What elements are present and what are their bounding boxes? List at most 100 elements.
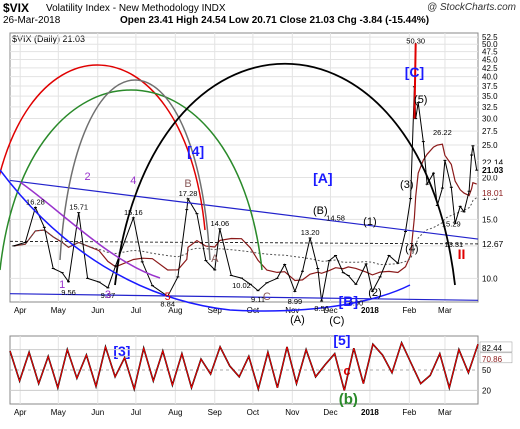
stockcharts-brand[interactable]: @ StockCharts.com	[426, 2, 516, 13]
x-tick-label: Jul	[131, 408, 141, 417]
red-cycle-arc	[0, 64, 206, 231]
price-value-label: 13.20	[301, 228, 320, 237]
y-tick-label: 30.0	[482, 115, 498, 124]
price-value-label: 15.29	[442, 220, 461, 229]
x-tick-label: Sep	[208, 306, 223, 315]
x-tick-label: Jun	[91, 408, 104, 417]
upper-trendline	[9, 179, 479, 240]
y-tick-label: 15.0	[482, 215, 498, 224]
wave-label: (1)	[363, 216, 376, 228]
indicator-tick-label: 70.86	[482, 355, 503, 364]
y-tick-label: 42.5	[482, 64, 498, 73]
y-tick-label: 45.0	[482, 56, 498, 65]
price-tag-label: 18.01	[482, 188, 504, 198]
price-tag-bg	[480, 156, 512, 168]
price-line	[13, 86, 478, 302]
y-tick-label: 32.5	[482, 103, 498, 112]
price-tag-bg	[480, 237, 512, 249]
y-tick-label: 47.5	[482, 48, 498, 57]
x-tick-label: Nov	[285, 408, 299, 417]
price-legend: $VIX (Daily) 21.03	[12, 34, 85, 44]
price-value-label: 15.71	[69, 203, 88, 212]
wave-label: [5]	[333, 332, 350, 348]
y-tick-label: 27.5	[482, 127, 498, 136]
x-tick-label: Aug	[168, 408, 182, 417]
index-name: Volatility Index - New Methodology INDX	[46, 3, 226, 14]
wave-label: (4)	[405, 243, 418, 255]
wave-label: (C)	[329, 315, 344, 327]
wave-label: (2)	[368, 287, 381, 299]
y-tick-label: 40.0	[482, 73, 498, 82]
x-tick-label: Oct	[247, 408, 260, 417]
price-value-label: 8.99	[288, 297, 303, 306]
x-tick-label: 2018	[361, 408, 379, 417]
price-value-label: 8.84	[160, 299, 175, 308]
ma50-line	[13, 143, 477, 282]
indicator-tick-label: 82.44	[482, 344, 503, 353]
indicator-line	[9, 341, 479, 391]
black-cycle-arc	[114, 62, 456, 286]
price-value-label: 9.11	[251, 295, 265, 304]
x-tick-label: Dec	[323, 306, 337, 315]
price-value-label: 50.30	[406, 36, 425, 45]
wave-label: (A)	[290, 314, 305, 326]
price-tag: 18.01	[480, 186, 512, 198]
wave-label: [B]	[339, 293, 358, 309]
x-tick-label: Jul	[131, 306, 141, 315]
price-value-label: 26.22	[433, 128, 452, 137]
x-tick-label: Jun	[91, 306, 104, 315]
x-tick-label: Mar	[438, 306, 452, 315]
quote-summary: Open 23.41 High 24.54 Low 20.71 Close 21…	[120, 15, 430, 26]
wave-label: (B)	[313, 205, 328, 217]
indicator-tick: 70.86	[479, 352, 513, 364]
x-tick-label: Feb	[402, 306, 416, 315]
x-tick-label: Aug	[168, 306, 182, 315]
price-value-label: 8.56	[314, 304, 329, 313]
price-tag: 12.67	[480, 237, 512, 249]
wave-label: 1	[59, 279, 65, 291]
y-tick-label: 10.0	[482, 274, 498, 283]
price-value-label: 17.28	[179, 189, 198, 198]
x-tick-label: May	[51, 306, 66, 315]
price-value-label: 8.90	[349, 298, 364, 307]
wave-label: [3]	[113, 343, 130, 359]
price-value-label: 15.16	[124, 208, 143, 217]
price-value-label: 14.06	[210, 219, 229, 228]
price-tag: 22.14	[480, 156, 512, 168]
y-tick-label: 50.0	[482, 40, 498, 49]
price-tag-label: 22.14	[482, 158, 504, 168]
indicator-tick: 20	[482, 386, 491, 395]
y-tick-label: 37.5	[482, 82, 498, 91]
x-tick-label: Mar	[438, 408, 452, 417]
price-value-label: 10.02	[232, 281, 251, 290]
wave-label: II	[458, 246, 466, 262]
purple-cycle-arc	[19, 181, 161, 279]
wave-label: [A]	[313, 170, 332, 186]
x-tick-label: Feb	[402, 408, 416, 417]
lower-trendline	[9, 293, 479, 301]
price-value-label: 9.56	[61, 288, 76, 297]
support-trendline	[9, 240, 479, 245]
x-tick-label: Sep	[208, 408, 223, 417]
price-value-label: 14.58	[326, 213, 345, 222]
blue-cycle-arc	[0, 169, 411, 312]
wave-label: 5	[165, 291, 171, 303]
x-tick-label: May	[51, 408, 66, 417]
indicator-tick: 82.44	[479, 341, 513, 353]
price-tag-bg	[480, 186, 512, 198]
y-tick-label: 20.0	[482, 174, 498, 183]
indicator-tick: 50	[482, 366, 491, 375]
y-tick-label: 52.5	[482, 33, 498, 42]
wave-label: (3)	[400, 179, 413, 191]
wave-label: 4	[130, 175, 136, 187]
indicator-tick-label: 20	[482, 386, 491, 395]
gray-cycle-arc	[59, 79, 211, 261]
price-value-label: 16.28	[26, 197, 45, 206]
wave-label: 3	[105, 289, 111, 301]
price-tag-bg	[480, 164, 512, 176]
indicator-tag-bg	[479, 352, 513, 364]
x-tick-label: Dec	[323, 408, 337, 417]
y-tick-label: 35.0	[482, 92, 498, 101]
ticker-symbol: $VIX	[3, 1, 30, 15]
